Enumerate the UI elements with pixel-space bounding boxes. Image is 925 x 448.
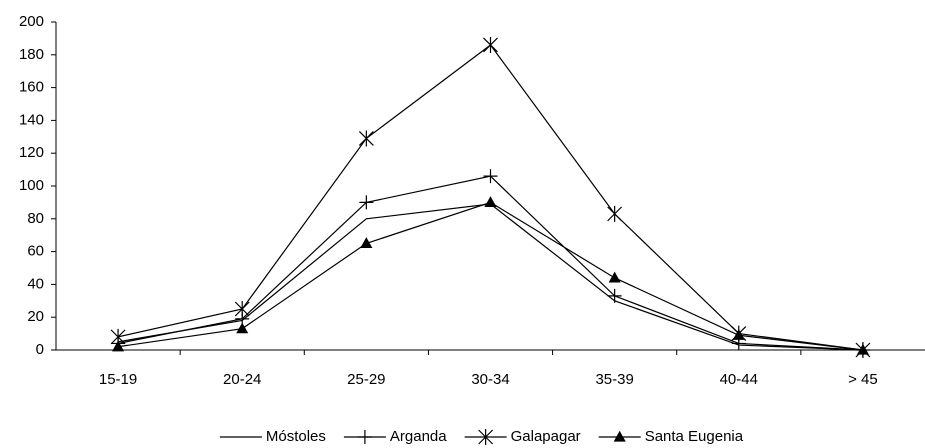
y-tick-label: 60 — [27, 243, 44, 260]
y-tick-label: 140 — [19, 111, 44, 128]
data-point — [607, 205, 623, 222]
data-point — [856, 343, 869, 355]
x-tick-label: 15-19 — [99, 371, 137, 388]
data-point — [360, 237, 373, 248]
legend-label: Arganda — [390, 428, 447, 445]
data-point — [608, 271, 621, 283]
legend-marker — [478, 429, 494, 445]
x-tick-label: 35-39 — [595, 371, 633, 388]
data-point — [484, 196, 497, 207]
data-point — [483, 36, 498, 53]
x-tick-label: 20-24 — [223, 371, 261, 388]
data-point — [112, 340, 125, 352]
data-point — [607, 288, 622, 303]
legend-marker — [613, 430, 626, 442]
y-tick-label: 180 — [19, 46, 44, 63]
data-point — [358, 130, 374, 147]
legend-marker — [357, 430, 372, 444]
y-tick-label: 20 — [27, 308, 44, 325]
x-tick-label: 40-44 — [720, 371, 758, 388]
y-tick-label: 120 — [19, 144, 44, 161]
legend-label: Móstoles — [266, 428, 326, 445]
y-tick-label: 40 — [27, 275, 44, 292]
x-tick-label: > 45 — [848, 371, 878, 388]
data-point — [359, 195, 374, 210]
data-point — [236, 322, 249, 334]
y-tick-label: 0 — [36, 341, 44, 358]
x-tick-label: 30-34 — [471, 371, 509, 388]
data-point — [234, 301, 250, 317]
data-point — [732, 329, 745, 340]
y-tick-label: 160 — [19, 79, 44, 96]
y-tick-label: 80 — [27, 210, 44, 227]
series-line — [117, 203, 863, 351]
series-line — [117, 201, 863, 351]
y-tick-label: 100 — [19, 177, 44, 194]
x-tick-label: 25-29 — [347, 371, 385, 388]
legend-label: Galapagar — [511, 428, 581, 445]
y-tick-label: 200 — [19, 13, 44, 30]
data-point — [483, 169, 498, 184]
legend-label: Santa Eugenia — [645, 428, 744, 445]
